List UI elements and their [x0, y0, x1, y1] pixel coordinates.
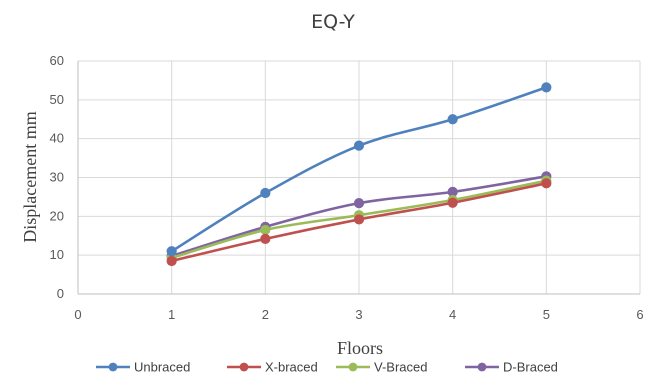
y-tick-label: 0 [57, 286, 64, 301]
x-tick-label: 5 [543, 307, 550, 322]
x-axis-label: Floors [337, 338, 383, 358]
series-group [166, 82, 552, 267]
x-tick-label: 4 [449, 307, 456, 322]
data-point-x-braced [353, 214, 365, 225]
data-point-x-braced [260, 233, 271, 244]
data-point-x-braced [447, 197, 458, 208]
series-x-braced [166, 178, 552, 267]
data-point-v-braced [260, 224, 271, 236]
y-axis-label: Displacement mm [20, 111, 40, 242]
data-point-unbraced [447, 114, 458, 125]
legend-marker-v-braced [348, 362, 358, 372]
x-tick-label: 6 [636, 307, 643, 322]
y-tick-label: 40 [50, 131, 64, 146]
grid [77, 60, 641, 295]
data-point-unbraced [353, 140, 365, 151]
legend-label-unbraced: Unbraced [134, 360, 190, 375]
data-point-d-braced [353, 198, 365, 209]
data-point-x-braced [541, 178, 552, 189]
data-point-x-braced [166, 255, 177, 267]
data-point-unbraced [541, 82, 552, 93]
y-tick-label: 20 [50, 208, 64, 223]
x-tick-label: 3 [355, 307, 362, 322]
legend-item-d-braced: D-Braced [465, 360, 558, 375]
y-tick-label: 10 [50, 247, 64, 262]
y-tick-label: 50 [50, 92, 64, 107]
y-axis-ticks: 0 10 20 30 40 50 60 [50, 53, 64, 301]
legend-marker-unbraced [108, 362, 118, 372]
legend-label-x-braced: X-braced [265, 360, 318, 375]
series-unbraced [166, 82, 552, 257]
chart-title: EQ-Y [311, 11, 355, 33]
legend-item-x-braced: X-braced [227, 360, 318, 375]
legend-marker-x-braced [239, 362, 249, 372]
y-tick-label: 60 [50, 53, 64, 68]
x-tick-label: 1 [168, 307, 175, 322]
legend-label-d-braced: D-Braced [503, 360, 558, 375]
legend-label-v-braced: V-Braced [374, 360, 427, 375]
y-tick-label: 30 [50, 170, 64, 185]
data-point-unbraced [166, 246, 177, 257]
x-tick-label: 0 [74, 307, 81, 322]
legend: Unbraced X-braced V-Braced D-Braced [96, 360, 558, 375]
x-axis-ticks: 0 1 2 3 4 5 6 [74, 307, 643, 322]
legend-item-v-braced: V-Braced [336, 360, 427, 375]
x-tick-label: 2 [262, 307, 269, 322]
data-point-unbraced [260, 187, 271, 199]
legend-marker-d-braced [477, 362, 487, 372]
legend-item-unbraced: Unbraced [96, 360, 190, 375]
